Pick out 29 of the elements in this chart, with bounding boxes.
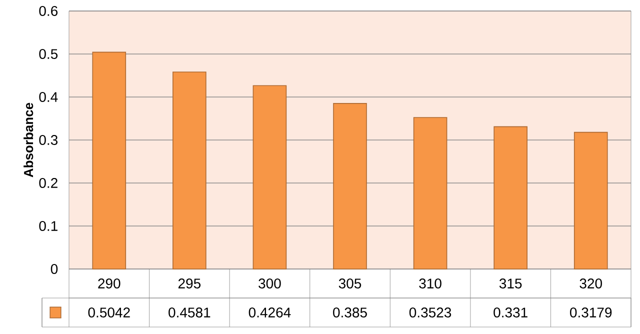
data-label: 0.3523 — [409, 308, 452, 318]
data-label: 0.3179 — [570, 308, 612, 318]
data-label: 0.331 — [494, 308, 528, 318]
x-tick-label: 320 — [580, 278, 602, 288]
data-label: 0.4264 — [248, 308, 291, 318]
bar — [494, 126, 528, 270]
y-tick-label: 0.4 — [39, 92, 58, 102]
x-tick-label: 315 — [499, 278, 522, 288]
data-label: 0.4581 — [168, 308, 210, 318]
x-tick-label: 300 — [258, 278, 281, 288]
bar — [252, 85, 287, 270]
y-tick-label: 0.2 — [39, 178, 58, 188]
bar — [333, 103, 367, 270]
bar — [172, 72, 206, 270]
data-label: 0.5042 — [88, 308, 130, 318]
y-axis-title: Absorbance — [24, 102, 34, 178]
bar — [92, 52, 126, 270]
bar — [574, 132, 608, 270]
y-tick-label: 0.6 — [39, 6, 58, 16]
y-tick-label: 0.5 — [39, 49, 58, 59]
x-tick-label: 295 — [178, 278, 201, 288]
x-tick-label: 290 — [98, 278, 120, 288]
data-label: 0.385 — [333, 308, 367, 318]
x-tick-label: 310 — [419, 278, 442, 288]
x-tick-label: 305 — [338, 278, 362, 288]
y-tick-label: 0.1 — [39, 221, 58, 231]
y-tick-label: 0 — [50, 264, 58, 274]
y-tick-label: 0.3 — [39, 135, 58, 145]
bar — [413, 117, 448, 270]
